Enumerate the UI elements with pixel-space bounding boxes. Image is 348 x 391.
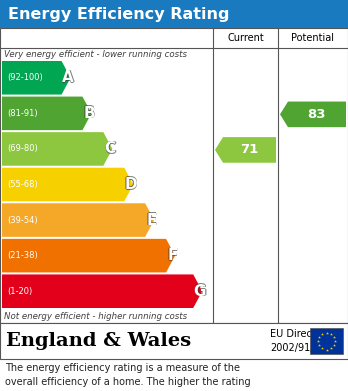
Text: EU Directive
2002/91/EC: EU Directive 2002/91/EC bbox=[270, 329, 330, 353]
Text: Very energy efficient - lower running costs: Very energy efficient - lower running co… bbox=[4, 50, 187, 59]
Text: D: D bbox=[125, 176, 137, 192]
Polygon shape bbox=[2, 61, 71, 95]
Text: Current: Current bbox=[227, 33, 264, 43]
Text: Not energy efficient - higher running costs: Not energy efficient - higher running co… bbox=[4, 312, 187, 321]
Text: D: D bbox=[124, 177, 136, 192]
Text: (69-80): (69-80) bbox=[7, 144, 38, 153]
Text: B: B bbox=[83, 106, 95, 121]
Text: C: C bbox=[104, 142, 115, 156]
Text: B: B bbox=[83, 106, 94, 121]
Text: A: A bbox=[62, 71, 74, 86]
Text: C: C bbox=[104, 141, 116, 156]
Text: F: F bbox=[168, 248, 178, 263]
Text: (39-54): (39-54) bbox=[7, 215, 38, 224]
Text: B: B bbox=[84, 106, 95, 121]
Text: The energy efficiency rating is a measure of the
overall efficiency of a home. T: The energy efficiency rating is a measur… bbox=[5, 363, 251, 391]
Text: G: G bbox=[193, 284, 206, 299]
Polygon shape bbox=[2, 132, 112, 166]
Text: D: D bbox=[125, 177, 137, 192]
Text: G: G bbox=[193, 284, 206, 299]
Text: A: A bbox=[62, 70, 74, 85]
Text: (1-20): (1-20) bbox=[7, 287, 32, 296]
Text: A: A bbox=[62, 70, 73, 85]
Polygon shape bbox=[2, 168, 133, 201]
Polygon shape bbox=[2, 274, 202, 308]
Polygon shape bbox=[2, 239, 175, 273]
Text: F: F bbox=[167, 248, 178, 263]
Text: E: E bbox=[146, 213, 156, 228]
Bar bbox=[0, 323, 348, 359]
Text: D: D bbox=[125, 178, 137, 192]
Text: E: E bbox=[147, 213, 157, 228]
Text: Energy Efficiency Rating: Energy Efficiency Rating bbox=[8, 7, 229, 22]
Text: Potential: Potential bbox=[292, 33, 334, 43]
Text: D: D bbox=[125, 177, 137, 192]
Text: E: E bbox=[147, 213, 157, 228]
Text: (21-38): (21-38) bbox=[7, 251, 38, 260]
Text: F: F bbox=[167, 248, 178, 263]
Text: A: A bbox=[62, 70, 74, 85]
Polygon shape bbox=[280, 102, 346, 127]
Text: 83: 83 bbox=[308, 108, 326, 121]
Text: (92-100): (92-100) bbox=[7, 73, 43, 82]
Text: F: F bbox=[167, 248, 177, 263]
Text: England & Wales: England & Wales bbox=[6, 332, 191, 350]
Text: C: C bbox=[104, 142, 116, 156]
Text: A: A bbox=[63, 70, 74, 85]
Polygon shape bbox=[2, 97, 92, 130]
Text: (81-91): (81-91) bbox=[7, 109, 38, 118]
Text: B: B bbox=[83, 106, 95, 121]
Text: C: C bbox=[105, 142, 116, 156]
Text: B: B bbox=[83, 105, 95, 120]
Text: G: G bbox=[194, 284, 206, 299]
Bar bbox=[310, 328, 343, 354]
Text: E: E bbox=[147, 213, 157, 228]
Text: C: C bbox=[104, 142, 116, 157]
Polygon shape bbox=[2, 203, 154, 237]
Bar bbox=[0, 28, 348, 323]
Text: (55-68): (55-68) bbox=[7, 180, 38, 189]
Text: 71: 71 bbox=[240, 143, 259, 156]
Text: E: E bbox=[147, 212, 157, 227]
Bar bbox=[0, 0, 348, 28]
Polygon shape bbox=[215, 137, 276, 163]
Text: G: G bbox=[193, 284, 205, 299]
Text: G: G bbox=[193, 283, 206, 298]
Text: F: F bbox=[167, 249, 178, 264]
